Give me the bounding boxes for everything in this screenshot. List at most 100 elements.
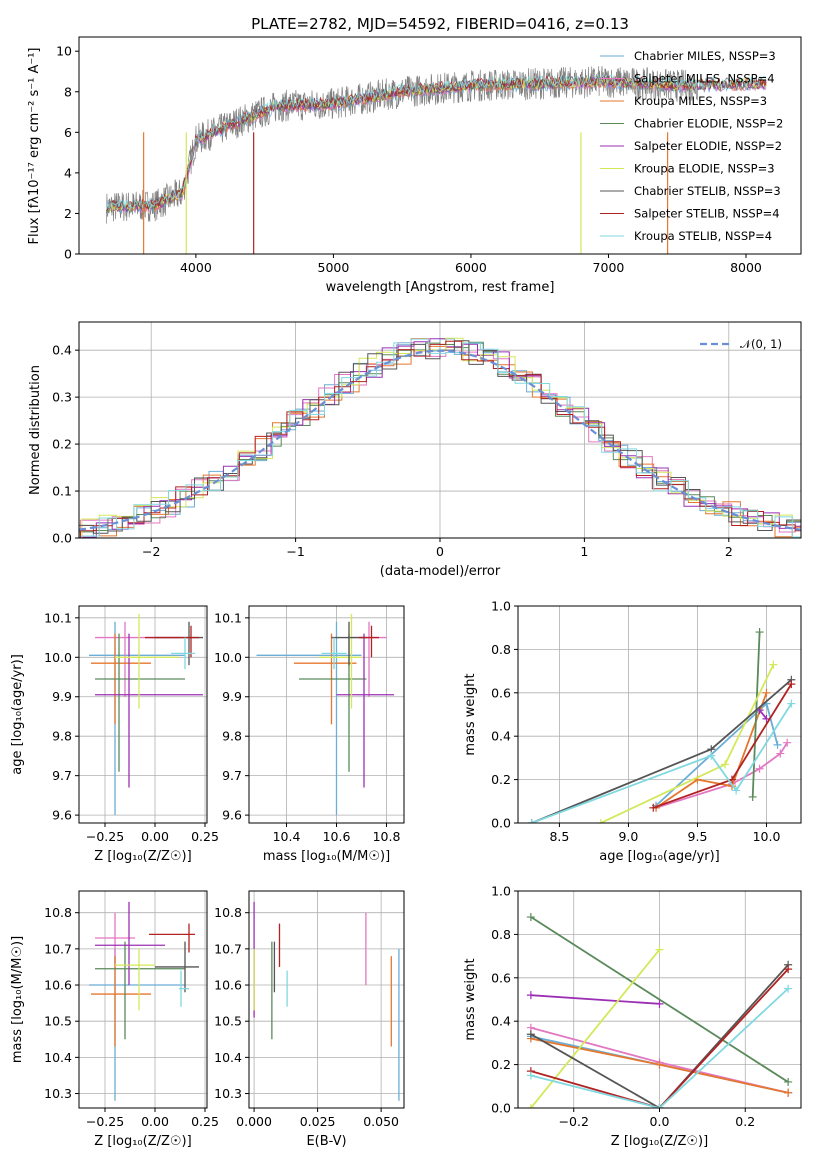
x-tick-label: 9.5 [688,829,708,844]
weight-marker [655,1060,664,1069]
panel-1: −2 −1 0 1 2 0.0 0.1 0.2 0.3 0.4 (data-model)/error… [28,321,802,579]
errorbar-point-5 [319,613,362,709]
y-tick-label: 10 [56,44,72,59]
y-tick-label: 1.0 [491,884,511,899]
y-tick-label: 0.8 [491,642,511,657]
axes-frame [517,605,802,824]
x-tick-label: 0.025 [300,1114,336,1129]
y-tick-label: 0 [64,247,72,262]
y-tick-label: 8 [64,84,72,99]
y-tick-label: 0.1 [52,484,72,499]
errorbar-point-8 [179,970,189,1007]
y-tick-label: 10.3 [214,1086,242,1101]
panel-0: 4000 5000 6000 7000 8000 0 2 4 6 8 10 PLATE=2782, M… [27,15,802,295]
x-tick-label: −1 [286,544,304,559]
axes-frame [248,605,405,824]
x-axis-label: wavelength [Angstrom, rest frame] [326,280,555,295]
plot-area-4 [527,628,796,823]
x-tick-label: 0 [436,544,444,559]
x-tick-label: 4000 [180,260,212,275]
weight-marker [655,1104,664,1108]
y-axis-label: mass weight [463,673,478,755]
y-tick-label: 10.6 [214,978,242,993]
y-tick-label: 9.9 [222,689,242,704]
weight-marker [649,803,658,812]
x-tick-label: 0.25 [191,829,219,844]
errorbar-point-8 [321,637,347,670]
y-tick-label: 10.8 [44,905,72,920]
x-tick-label: 10.6 [323,829,351,844]
weight-line-5 [530,949,661,1108]
x-tick-label: 10.4 [273,829,301,844]
weight-marker [596,819,605,823]
y-tick-label: 0.2 [491,1057,511,1072]
errorbar-point-6 [155,621,203,666]
chart-title: PLATE=2782, MJD=54592, FIBERID=0416, z=0… [251,15,629,33]
x-tick-label: 1 [580,544,588,559]
weight-marker [526,913,535,922]
y-tick-label: 0.0 [491,1101,511,1116]
errorbar-point-0 [89,621,185,816]
weight-marker [655,945,664,954]
weight-line-3 [530,916,789,1083]
x-axis-label: E(B-V) [306,1134,346,1149]
legend-label: Chabrier ELODIE, NSSP=2 [634,117,783,131]
errorbar-point-4 [95,633,203,788]
y-tick-label: 0.2 [52,437,72,452]
plot-area-7 [526,913,793,1108]
weight-marker [787,680,796,689]
weight-marker [784,1077,793,1086]
legend-label: Salpeter STELIB, NSSP=4 [634,207,780,221]
weight-marker [526,991,535,1000]
x-tick-label: 5000 [318,260,350,275]
x-tick-label: −0.25 [86,829,124,844]
y-tick-label: 0.3 [52,390,72,405]
y-tick-label: 10.7 [44,941,72,956]
weight-line-6 [530,964,789,1108]
weight-marker [773,740,782,749]
weight-marker [748,792,757,801]
weight-marker [526,1104,535,1108]
y-tick-label: 0.8 [491,927,511,942]
x-tick-label: 0.000 [236,1114,272,1129]
panel-7: −0.2 0.0 0.2 0.0 0.2 0.4 0.6 0.8 1.0 Z [log₁₀(Z/Z… [463,884,802,1149]
x-tick-label: 0.25 [191,1114,219,1129]
errorbar-point-1 [95,621,179,697]
plot-area-3 [256,613,394,816]
weight-line-3 [751,631,761,798]
axes-frame [78,36,802,255]
y-tick-label: 0.4 [52,343,72,358]
weight-marker [655,999,664,1008]
weight-marker [769,660,778,669]
weight-marker [784,984,793,993]
plot-area-1 [79,337,801,538]
panel-6: 0.000 0.025 0.050 10.3 10.4 10.5 10.6 10.7 10.8 E… [214,890,405,1149]
axes-frame [248,890,405,1109]
y-axis-label: mass weight [463,958,478,1040]
errorbar-point-3 [95,633,185,772]
weight-line-7 [530,968,789,1108]
y-tick-label: 10.0 [214,650,242,665]
x-tick-label: 0.050 [363,1114,399,1129]
x-tick-label: 10.0 [753,829,781,844]
weight-marker [755,628,764,637]
errorbar-point-6 [155,941,199,993]
x-tick-label: 0.0 [650,1114,670,1129]
plot-area-0 [106,65,767,254]
legend-label: Chabrier STELIB, NSSP=3 [634,184,781,198]
errorbar-point-1 [95,912,135,964]
weight-line-4 [758,709,768,720]
y-tick-label: 10.0 [44,650,72,665]
errorbar-point-5 [115,948,155,1011]
errorbar-point-3 [95,941,185,1040]
weight-marker [784,965,793,974]
x-axis-label: age [log₁₀(age/yr)] [599,849,720,864]
x-tick-label: 8.5 [549,829,569,844]
y-tick-label: 10.7 [214,941,242,956]
x-tick-label: 6000 [455,260,487,275]
errorbar-point-2 [91,956,151,1047]
errorbar-point-3 [299,633,367,772]
weight-marker [776,749,785,758]
x-axis-label: mass [log₁₀(M/M☉)] [263,849,390,864]
plot-area-2 [89,613,203,816]
